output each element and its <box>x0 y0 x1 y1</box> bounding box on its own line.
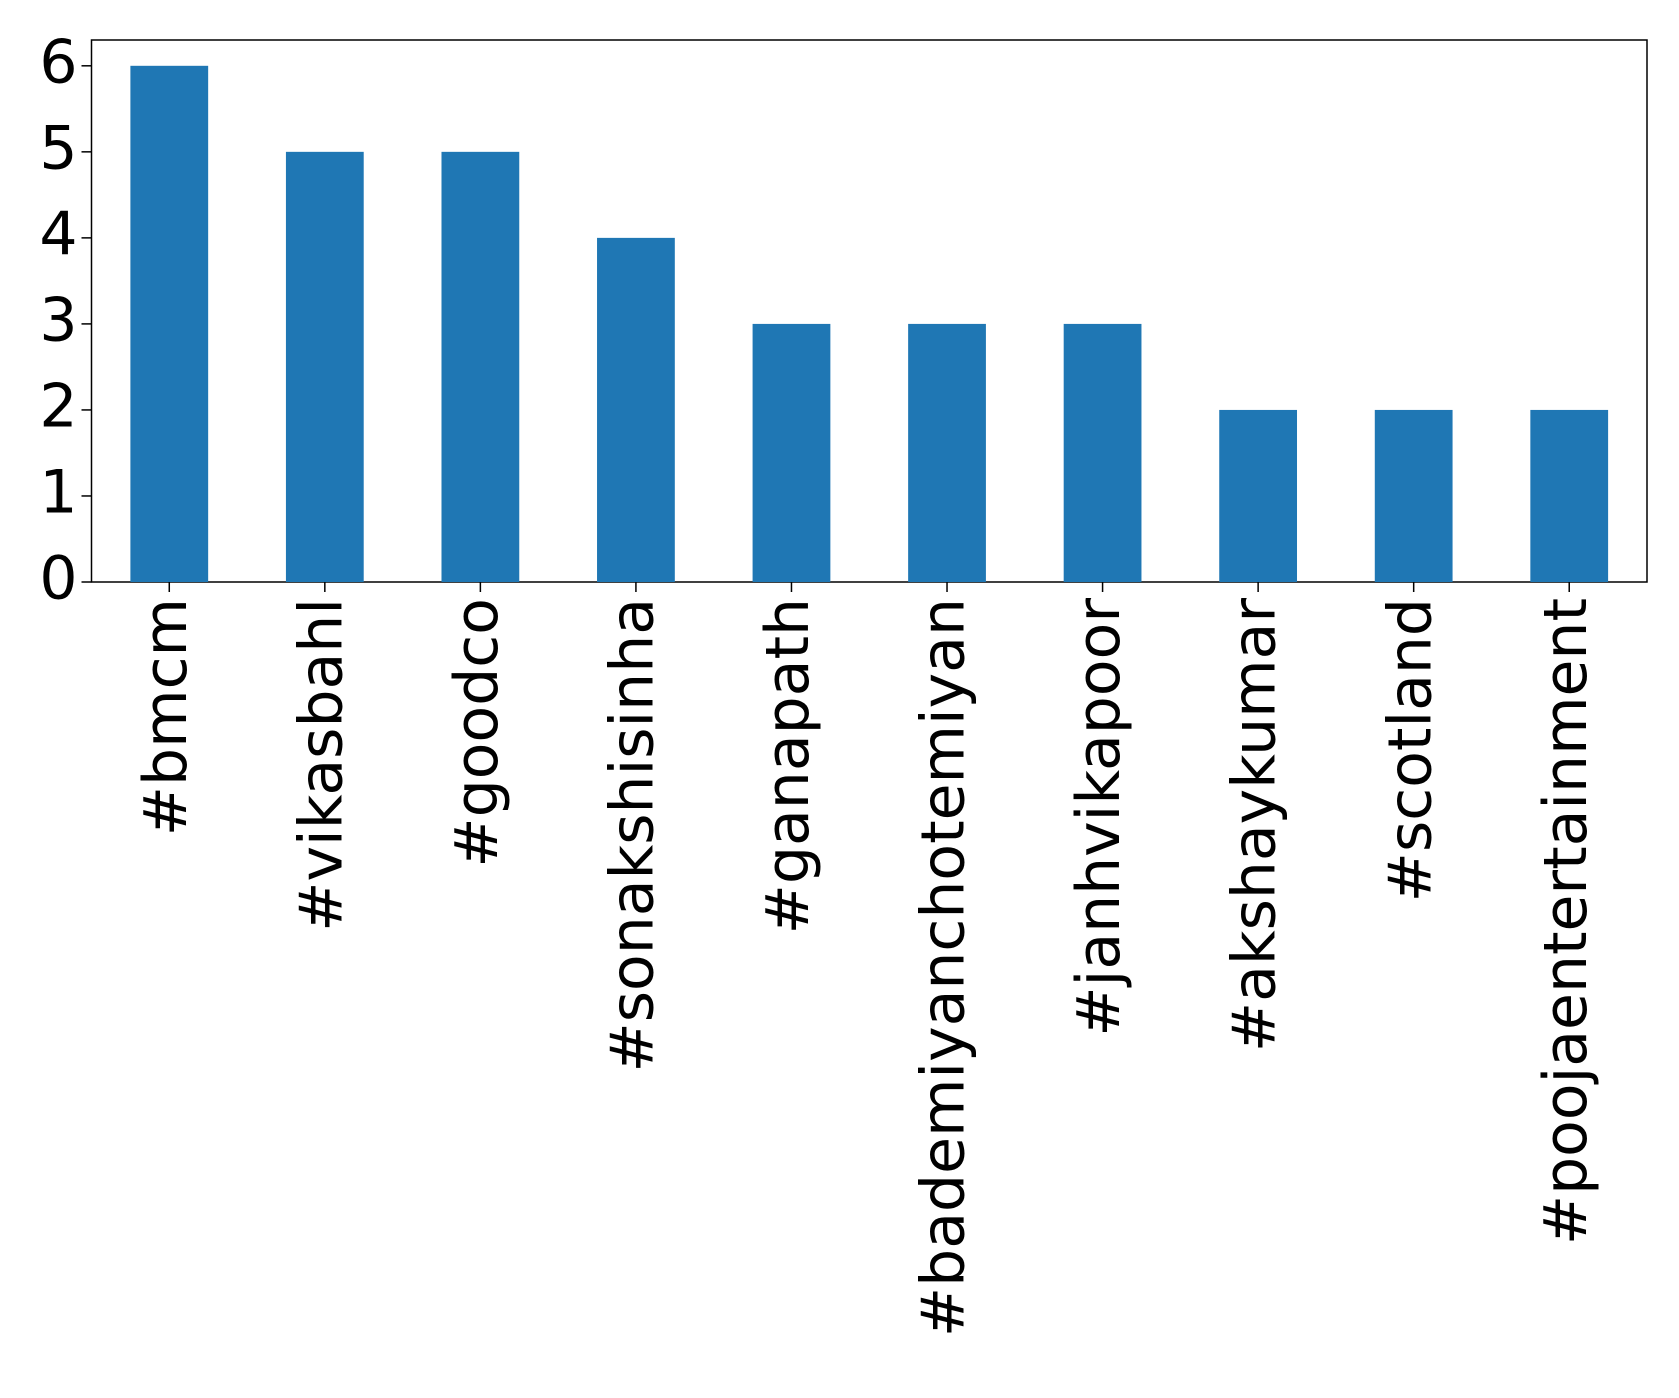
y-tick-label: 2 <box>39 372 77 442</box>
x-tick-label: #goodco <box>442 598 512 868</box>
bar <box>597 237 675 582</box>
x-tick-label: #poojaentertainment <box>1531 598 1601 1245</box>
bar <box>1063 323 1142 582</box>
y-tick-label: 3 <box>39 285 77 355</box>
bar <box>908 323 986 582</box>
bar <box>285 151 364 583</box>
y-tick-label: 1 <box>39 458 77 528</box>
bar <box>1530 409 1609 582</box>
x-tick-label: #ganapath <box>753 598 823 934</box>
y-tick-label: 5 <box>39 113 77 183</box>
x-tick-label: #akshaykumar <box>1220 598 1290 1052</box>
y-tick-label: 6 <box>39 27 77 97</box>
x-tick-label: #bmcm <box>131 598 201 836</box>
plot-frame <box>90 39 1648 583</box>
bar <box>130 65 209 583</box>
bar <box>1219 409 1298 582</box>
bar <box>441 151 520 583</box>
y-tick-label: 4 <box>39 199 77 269</box>
x-tick-label: #vikasbahl <box>286 598 356 932</box>
bar <box>1374 409 1453 582</box>
x-tick-label: #sonakshisinha <box>598 598 668 1072</box>
x-tick-label: #bademiyanchotemiyan <box>909 598 979 1337</box>
y-tick-label: 0 <box>39 544 77 614</box>
x-tick-label: #scotland <box>1375 598 1445 902</box>
x-tick-label: #janhvikapoor <box>1064 598 1134 1037</box>
bar <box>752 323 831 582</box>
